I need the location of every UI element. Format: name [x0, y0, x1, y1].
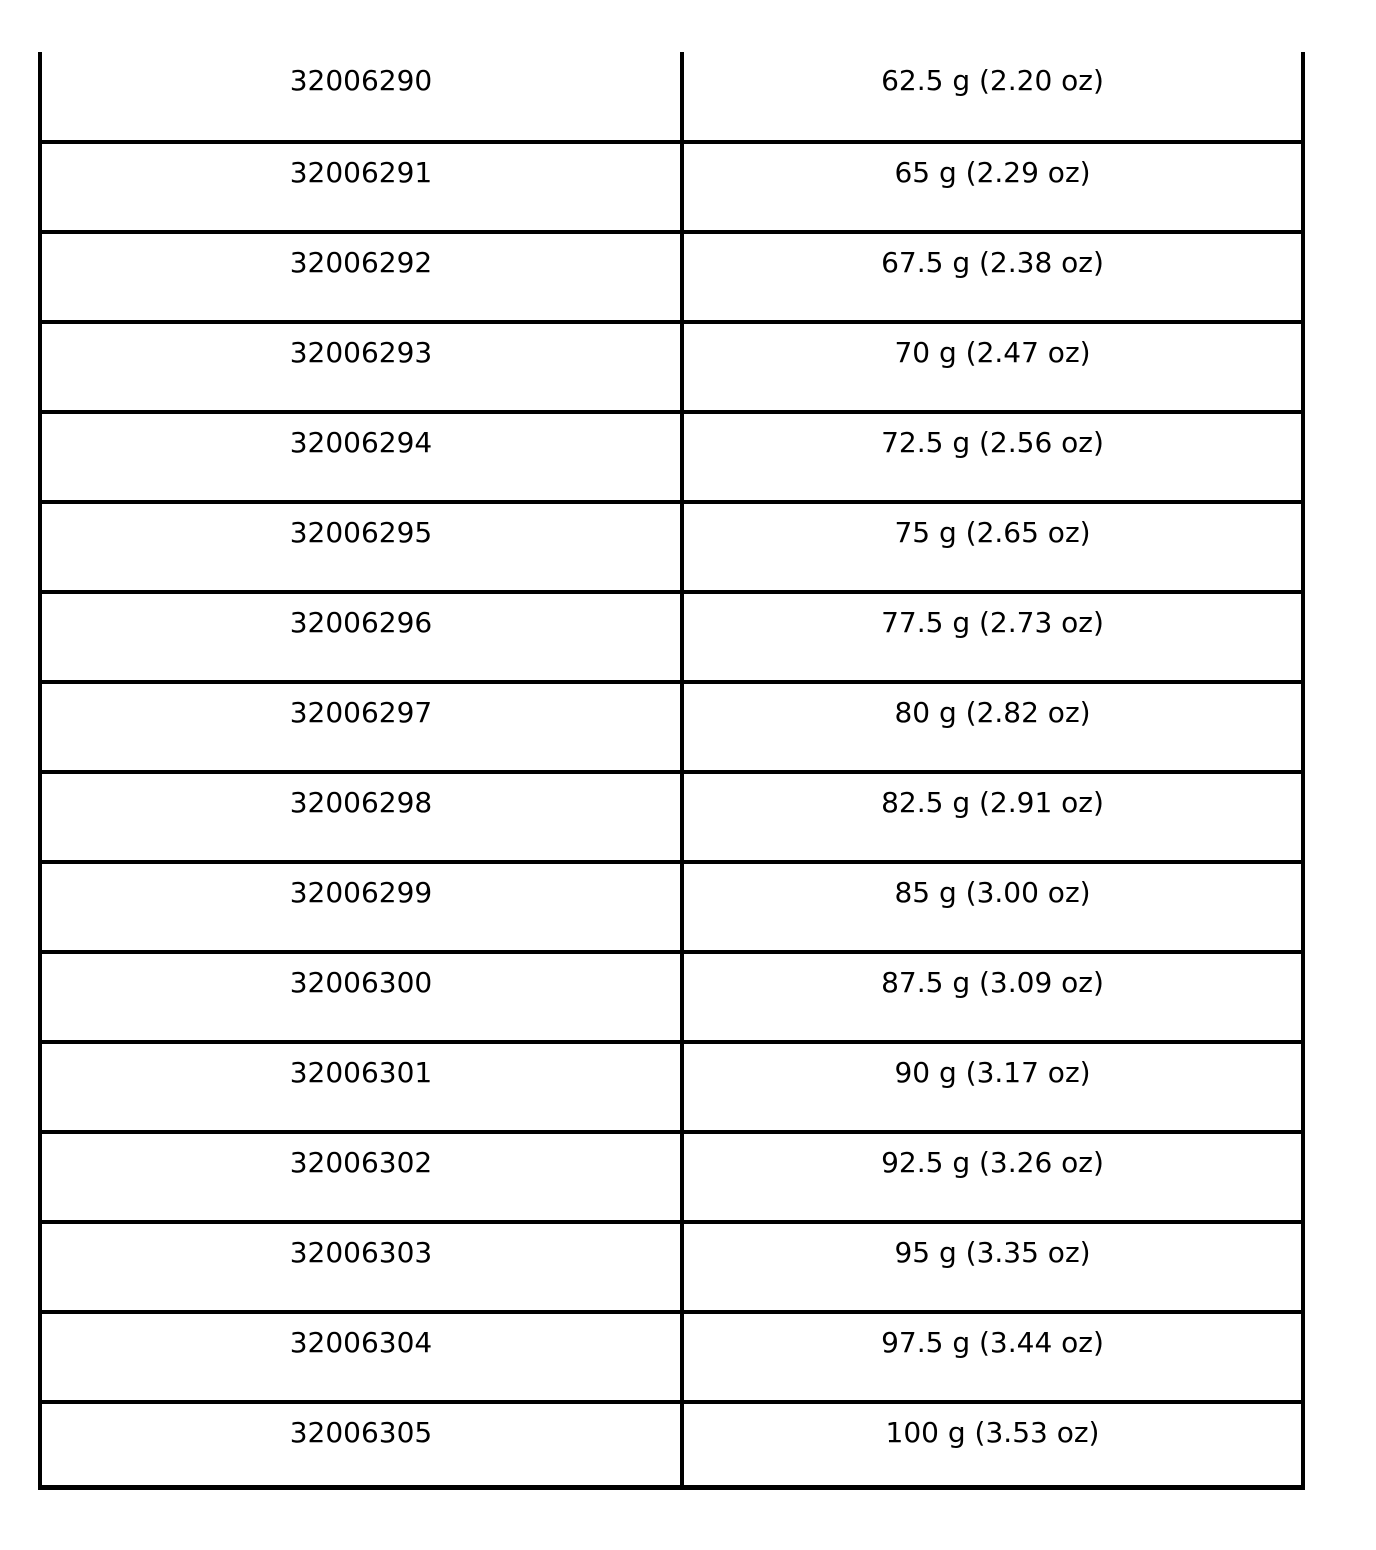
code-cell: 32006301: [38, 1040, 684, 1134]
weight-cell: 92.5 g (3.26 oz): [680, 1130, 1305, 1224]
weight-cell: 82.5 g (2.91 oz): [680, 770, 1305, 864]
table-row: 32006304 97.5 g (3.44 oz): [38, 1310, 1305, 1404]
weight-cell: 75 g (2.65 oz): [680, 500, 1305, 594]
weight-cell: 65 g (2.29 oz): [680, 140, 1305, 234]
code-cell: 32006304: [38, 1310, 684, 1404]
code-cell: 32006293: [38, 320, 684, 414]
weight-cell: 97.5 g (3.44 oz): [680, 1310, 1305, 1404]
weight-cell: 90 g (3.17 oz): [680, 1040, 1305, 1134]
weight-cell: 70 g (2.47 oz): [680, 320, 1305, 414]
table-row: 32006305 100 g (3.53 oz): [38, 1400, 1305, 1490]
weight-cell: 85 g (3.00 oz): [680, 860, 1305, 954]
table-row: 32006303 95 g (3.35 oz): [38, 1220, 1305, 1314]
code-cell: 32006303: [38, 1220, 684, 1314]
table-row: 32006291 65 g (2.29 oz): [38, 140, 1305, 234]
code-cell: 32006294: [38, 410, 684, 504]
weight-cell: 77.5 g (2.73 oz): [680, 590, 1305, 684]
weight-cell: 67.5 g (2.38 oz): [680, 230, 1305, 324]
code-cell: 32006295: [38, 500, 684, 594]
code-cell: 32006290: [38, 52, 684, 144]
weight-cell: 62.5 g (2.20 oz): [680, 52, 1305, 144]
product-weight-table: 32006290 62.5 g (2.20 oz) 32006291 65 g …: [38, 52, 1305, 1490]
code-cell: 32006298: [38, 770, 684, 864]
code-cell: 32006292: [38, 230, 684, 324]
table-row: 32006296 77.5 g (2.73 oz): [38, 590, 1305, 684]
table-row: 32006293 70 g (2.47 oz): [38, 320, 1305, 414]
code-cell: 32006291: [38, 140, 684, 234]
weight-cell: 72.5 g (2.56 oz): [680, 410, 1305, 504]
table-row: 32006294 72.5 g (2.56 oz): [38, 410, 1305, 504]
code-cell: 32006305: [38, 1400, 684, 1490]
table-row: 32006290 62.5 g (2.20 oz): [38, 52, 1305, 144]
table-row: 32006295 75 g (2.65 oz): [38, 500, 1305, 594]
code-cell: 32006296: [38, 590, 684, 684]
table-row: 32006302 92.5 g (3.26 oz): [38, 1130, 1305, 1224]
code-cell: 32006299: [38, 860, 684, 954]
code-cell: 32006302: [38, 1130, 684, 1224]
table-row: 32006292 67.5 g (2.38 oz): [38, 230, 1305, 324]
weight-cell: 95 g (3.35 oz): [680, 1220, 1305, 1314]
weight-cell: 100 g (3.53 oz): [680, 1400, 1305, 1490]
table-row: 32006300 87.5 g (3.09 oz): [38, 950, 1305, 1044]
weight-cell: 80 g (2.82 oz): [680, 680, 1305, 774]
weight-cell: 87.5 g (3.09 oz): [680, 950, 1305, 1044]
table-row: 32006298 82.5 g (2.91 oz): [38, 770, 1305, 864]
table-row: 32006297 80 g (2.82 oz): [38, 680, 1305, 774]
table-row: 32006301 90 g (3.17 oz): [38, 1040, 1305, 1134]
table-row: 32006299 85 g (3.00 oz): [38, 860, 1305, 954]
code-cell: 32006297: [38, 680, 684, 774]
code-cell: 32006300: [38, 950, 684, 1044]
